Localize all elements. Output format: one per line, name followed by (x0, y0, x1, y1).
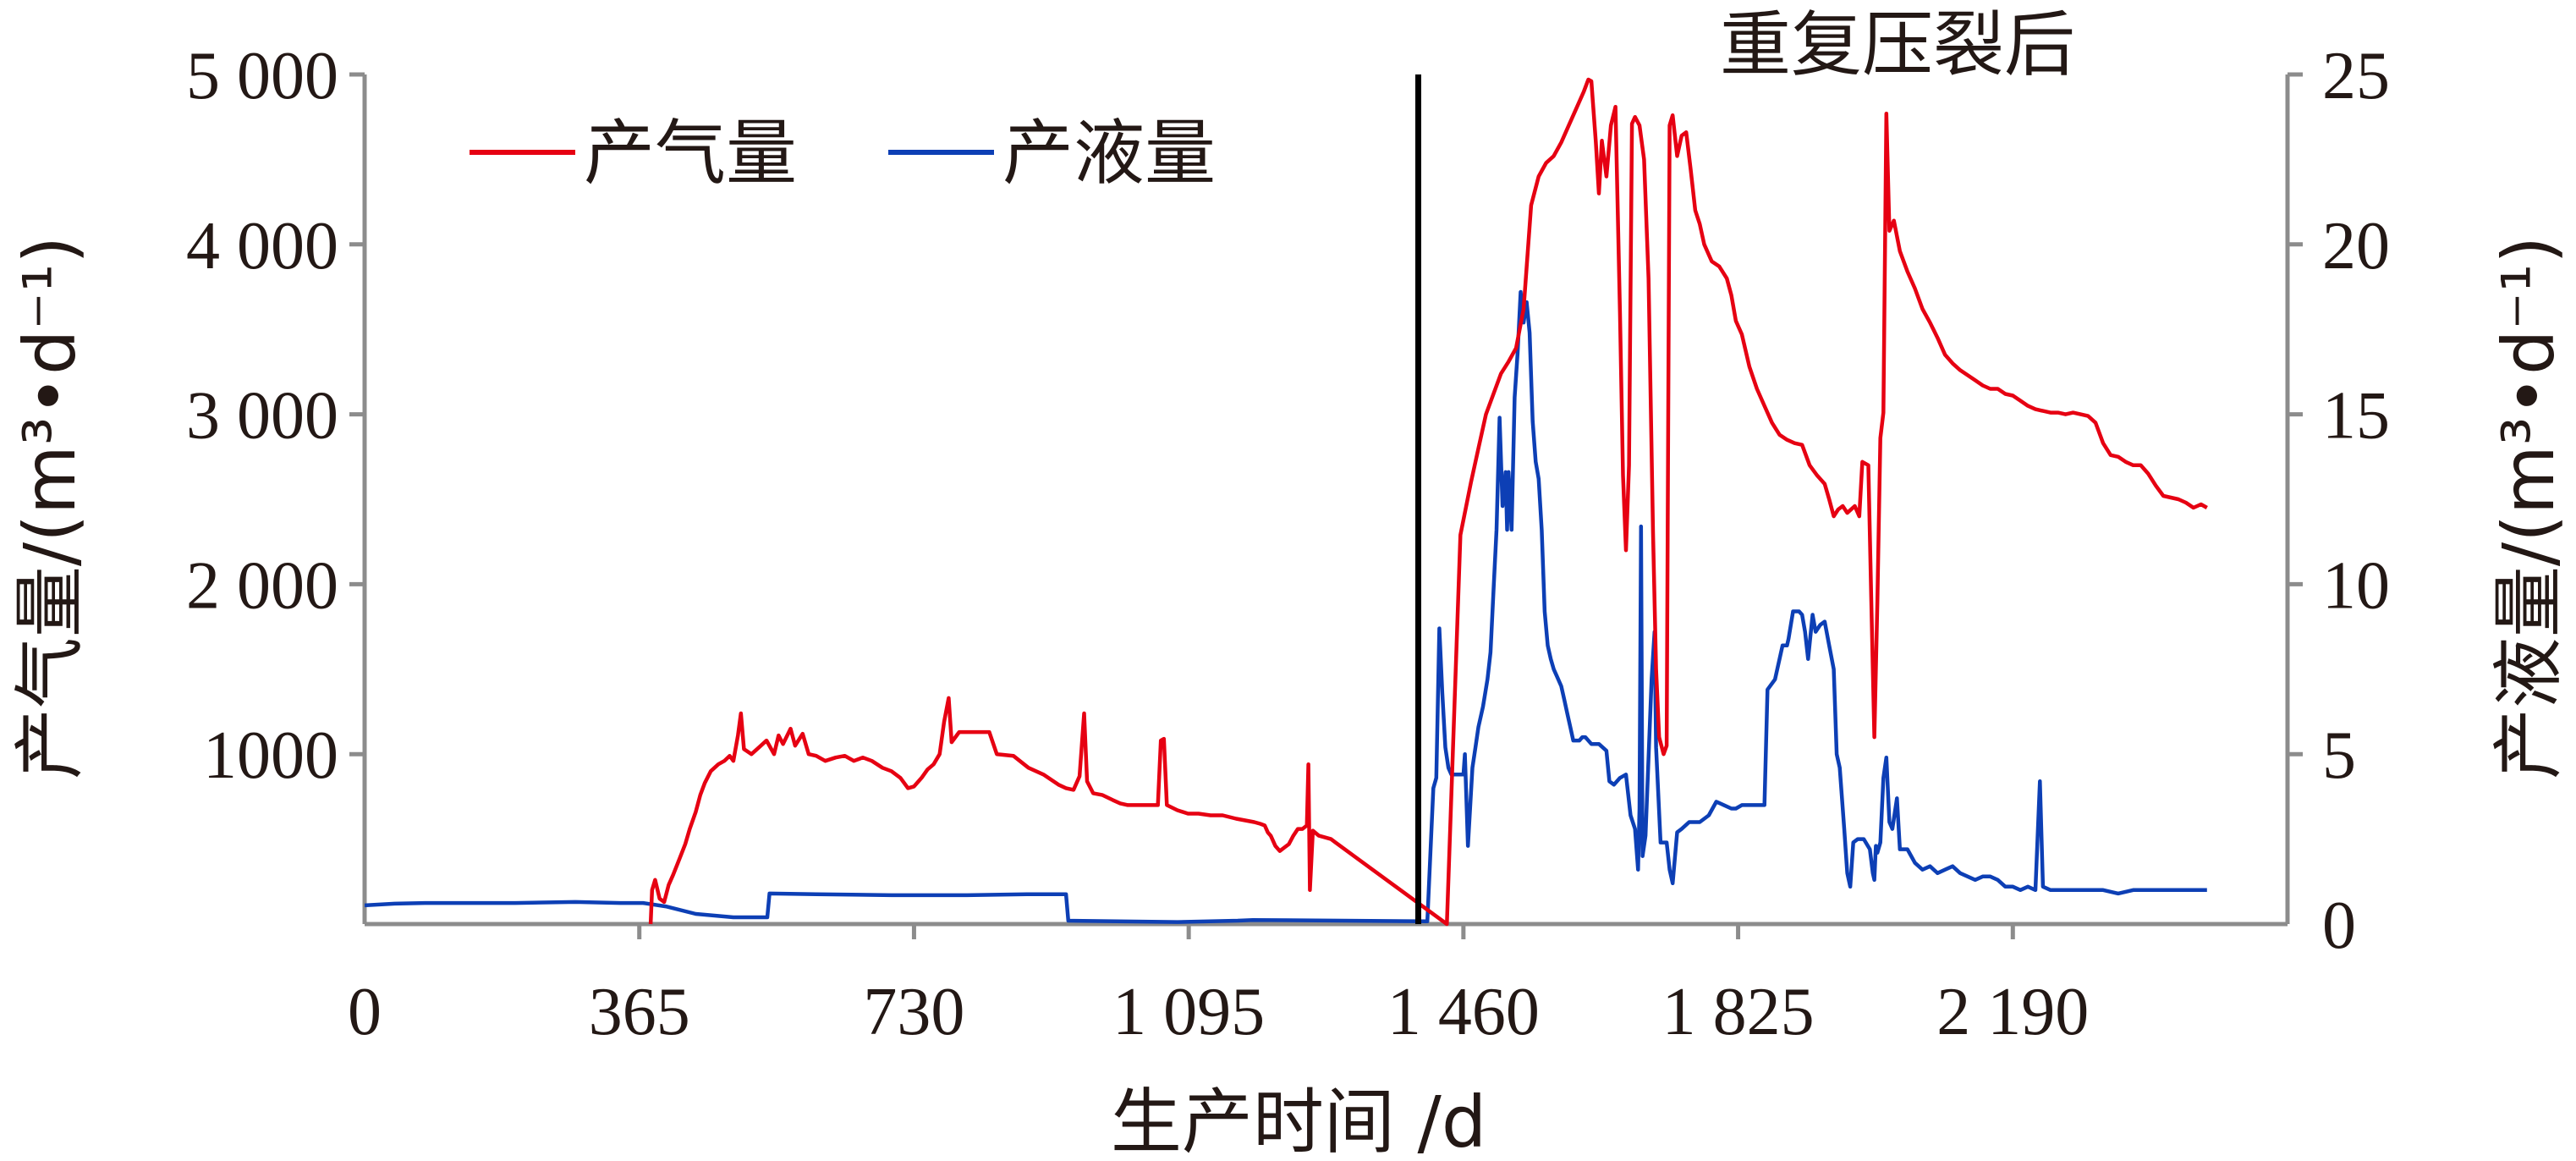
x-axis-title: 生产时间 /d (1111, 1081, 1486, 1161)
left-y-axis-title: 产气量/(m³•d⁻¹) (8, 236, 91, 779)
right-y-tick-label: 5 (2322, 718, 2356, 793)
left-y-tick-label: 4 000 (186, 209, 338, 283)
x-axis-ticks: 0 365 730 1 095 1 460 1 825 2 190 (348, 924, 2089, 1049)
right-y-tick-label: 20 (2322, 209, 2390, 283)
legend: 产气量 产液量 (470, 112, 1216, 195)
right-y-tick-label: 10 (2322, 548, 2390, 623)
x-tick-label: 2 190 (1936, 975, 2089, 1049)
legend-label-gas: 产气量 (584, 112, 797, 195)
x-tick-label: 365 (589, 975, 690, 1049)
left-y-tick-label: 2 000 (186, 548, 338, 623)
right-y-tick-label: 15 (2322, 379, 2390, 454)
series-line-liquid (365, 289, 2207, 924)
series-group (365, 77, 2208, 927)
right-y-tick-label: 25 (2322, 39, 2390, 113)
left-y-tick-label: 5 000 (186, 39, 338, 113)
right-y-axis-title: 产液量/(m³•d⁻¹) (2487, 236, 2570, 779)
left-y-tick-label: 1000 (203, 718, 338, 793)
x-tick-label: 1 825 (1662, 975, 1815, 1049)
left-y-axis-ticks: 1000 2 000 3 000 4 000 5 000 (186, 39, 365, 793)
right-y-tick-label: 0 (2322, 889, 2356, 963)
series-line-gas (648, 77, 2208, 927)
legend-label-liquid: 产液量 (1002, 112, 1216, 195)
x-tick-label: 1 095 (1112, 975, 1265, 1049)
refracturing-annotation-label: 重复压裂后 (1720, 3, 2075, 86)
left-y-tick-label: 3 000 (186, 379, 338, 454)
right-y-axis-ticks: 0 5 10 15 20 25 (2288, 39, 2390, 963)
x-tick-label: 1 460 (1387, 975, 1540, 1049)
x-tick-label: 0 (348, 975, 382, 1049)
x-tick-label: 730 (863, 975, 964, 1049)
